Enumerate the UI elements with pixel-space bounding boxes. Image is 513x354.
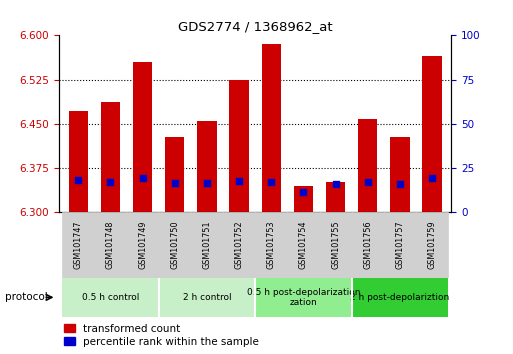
Point [300, 189, 308, 195]
Text: GSM101755: GSM101755 [331, 221, 340, 269]
Bar [94, 212, 127, 278]
Text: GSM101748: GSM101748 [106, 221, 115, 269]
Point [235, 178, 243, 184]
Bar [352, 278, 448, 317]
Point [396, 181, 404, 187]
Text: 0.5 h post-depolarization
zation: 0.5 h post-depolarization zation [247, 288, 360, 307]
Text: GSM101753: GSM101753 [267, 221, 276, 269]
Text: GSM101759: GSM101759 [428, 221, 437, 269]
Bar [352, 212, 384, 278]
Text: GSM101754: GSM101754 [299, 221, 308, 269]
Bar [69, 111, 88, 212]
Bar [133, 62, 152, 212]
Point [74, 177, 83, 183]
Bar [416, 212, 448, 278]
Text: GSM101750: GSM101750 [170, 221, 180, 269]
Text: GSM101749: GSM101749 [138, 221, 147, 269]
Bar [62, 278, 159, 317]
Bar [159, 212, 191, 278]
Bar [229, 80, 249, 212]
Bar [101, 102, 120, 212]
Point [203, 180, 211, 186]
Text: GSM101756: GSM101756 [363, 221, 372, 269]
Text: 0.5 h control: 0.5 h control [82, 293, 139, 302]
Legend: transformed count, percentile rank within the sample: transformed count, percentile rank withi… [64, 324, 259, 347]
Text: GSM101751: GSM101751 [203, 221, 211, 269]
Text: GSM101747: GSM101747 [74, 221, 83, 269]
Bar [62, 212, 94, 278]
Bar [384, 212, 416, 278]
Text: GSM101752: GSM101752 [234, 221, 244, 269]
Bar [223, 212, 255, 278]
Text: 2 h post-depolariztion: 2 h post-depolariztion [350, 293, 449, 302]
Bar [294, 186, 313, 212]
Bar [159, 278, 255, 317]
Point [428, 175, 436, 181]
Point [106, 179, 114, 184]
Bar [165, 137, 185, 212]
Bar [358, 119, 378, 212]
Point [139, 175, 147, 181]
Bar [326, 182, 345, 212]
Point [331, 181, 340, 187]
Bar [255, 212, 287, 278]
Text: 2 h control: 2 h control [183, 293, 231, 302]
Bar [255, 278, 352, 317]
Text: protocol: protocol [5, 292, 48, 302]
Bar [198, 121, 216, 212]
Bar [423, 56, 442, 212]
Bar [320, 212, 352, 278]
Text: GSM101757: GSM101757 [396, 221, 404, 269]
Title: GDS2774 / 1368962_at: GDS2774 / 1368962_at [178, 20, 332, 33]
Bar [262, 44, 281, 212]
Point [364, 179, 372, 184]
Bar [287, 212, 320, 278]
Bar [390, 137, 409, 212]
Bar [191, 212, 223, 278]
Bar [127, 212, 159, 278]
Point [267, 179, 275, 184]
Point [171, 180, 179, 186]
